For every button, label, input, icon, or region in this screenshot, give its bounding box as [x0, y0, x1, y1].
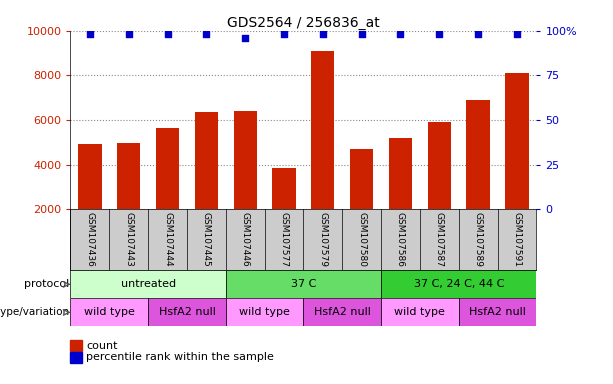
- Bar: [78, 144, 102, 209]
- Point: [279, 31, 289, 37]
- Bar: [148, 298, 226, 326]
- Text: GSM107587: GSM107587: [435, 212, 444, 267]
- Text: protocol: protocol: [25, 279, 70, 289]
- Bar: [381, 270, 536, 298]
- Text: GSM107446: GSM107446: [241, 212, 249, 267]
- Text: wild type: wild type: [84, 307, 135, 318]
- Text: GSM107577: GSM107577: [280, 212, 289, 267]
- Point: [435, 31, 444, 37]
- Text: GSM107591: GSM107591: [512, 212, 522, 267]
- Bar: [350, 149, 373, 209]
- Point: [202, 31, 211, 37]
- Text: HsfA2 null: HsfA2 null: [314, 307, 371, 318]
- Text: wild type: wild type: [395, 307, 445, 318]
- Text: GSM107444: GSM107444: [163, 212, 172, 267]
- Bar: [505, 73, 528, 209]
- Text: HsfA2 null: HsfA2 null: [159, 307, 215, 318]
- Bar: [389, 138, 412, 209]
- Bar: [428, 122, 451, 209]
- Bar: [311, 51, 335, 209]
- Point: [318, 31, 328, 37]
- Bar: [459, 298, 536, 326]
- Text: 37 C, 24 C, 44 C: 37 C, 24 C, 44 C: [414, 279, 504, 289]
- Bar: [226, 298, 303, 326]
- Text: GSM107443: GSM107443: [124, 212, 133, 267]
- Text: untreated: untreated: [121, 279, 176, 289]
- Bar: [272, 168, 295, 209]
- Bar: [234, 111, 257, 209]
- Bar: [195, 112, 218, 209]
- Bar: [70, 298, 148, 326]
- Bar: [117, 143, 140, 209]
- Point: [240, 35, 250, 41]
- Point: [357, 31, 367, 37]
- Text: genotype/variation: genotype/variation: [0, 307, 70, 318]
- Text: GSM107586: GSM107586: [396, 212, 405, 267]
- Point: [512, 31, 522, 37]
- Text: GSM107436: GSM107436: [85, 212, 94, 267]
- Text: GSM107580: GSM107580: [357, 212, 366, 267]
- Point: [473, 31, 483, 37]
- Point: [395, 31, 405, 37]
- Text: percentile rank within the sample: percentile rank within the sample: [86, 353, 274, 362]
- Text: 37 C: 37 C: [291, 279, 316, 289]
- Bar: [381, 298, 459, 326]
- Point: [124, 31, 134, 37]
- Bar: [156, 128, 179, 209]
- Point: [162, 31, 172, 37]
- Bar: [303, 298, 381, 326]
- Text: count: count: [86, 341, 118, 351]
- Point: [85, 31, 95, 37]
- Text: HsfA2 null: HsfA2 null: [469, 307, 526, 318]
- Bar: [466, 100, 490, 209]
- Title: GDS2564 / 256836_at: GDS2564 / 256836_at: [227, 16, 380, 30]
- Text: GSM107589: GSM107589: [474, 212, 482, 267]
- Bar: [226, 270, 381, 298]
- Text: GSM107579: GSM107579: [318, 212, 327, 267]
- Text: GSM107445: GSM107445: [202, 212, 211, 267]
- Bar: [70, 270, 226, 298]
- Text: wild type: wild type: [239, 307, 290, 318]
